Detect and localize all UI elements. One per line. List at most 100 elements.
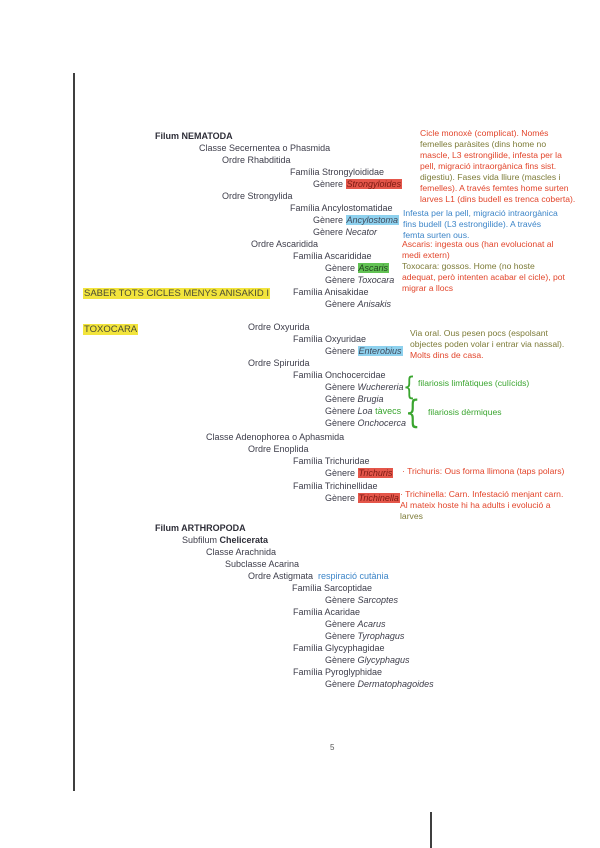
annotation-line: digestiu). Fases vida lliure (mascles i [420,172,561,182]
taxon-line: Filum NEMATODA [155,131,233,142]
annotation-line: Via oral. Ous pesen pocs (espolsant [410,328,548,338]
taxon-text: Filum NEMATODA [155,131,233,141]
taxon-line: Gènere Glycyphagus [325,655,410,666]
annotation-line: · Trichuris: Ous forma llimona (taps pol… [402,466,565,476]
taxon-text: Ordre Astigmata [248,571,319,581]
taxon-text: Família Ascarididae [293,251,372,261]
taxon-text: Brugia [357,394,384,404]
curly-brace-icon: { [403,372,416,402]
taxon-text: Classe Adenophorea o Aphasmida [206,432,345,442]
taxon-line: Família Pyroglyphidae [293,667,382,678]
annotation-line: larves L1 (dins budell es trenca coberta… [420,194,576,204]
taxon-line: Família Strongyloididae [290,167,384,178]
taxon-line: Subclasse Acarina [225,559,299,570]
annotation-line: fins budell (L3 estrongilide). A través [403,219,542,229]
highlight-note-line: TOXOCARA [83,324,270,336]
taxon-text: tàvecs [372,406,402,416]
annotation-block: Toxocara: gossos. Home (no hoste adequat,… [402,261,565,294]
taxon-line: Ordre Enoplida [248,444,309,455]
page-edge-line-left [73,73,75,791]
taxon-text: Família Oxyuridae [293,334,367,344]
taxon-text: Gènere [325,394,358,404]
taxon-text: Toxocara [357,275,395,285]
annotation-block: · Trichinella: Carn. Infestació menjant … [400,489,563,522]
taxon-text: Classe Arachnida [206,547,277,557]
page-edge-line-bottom [430,812,432,848]
taxon-text: Acarus [357,619,386,629]
taxon-line: Filum ARTHROPODA [155,523,246,534]
taxon-line: Classe Arachnida [206,547,276,558]
annotation-line: objectes poden volar i entrar via nassal… [410,339,565,349]
taxon-text: Loa [357,406,373,416]
taxon-text: Gènere [325,299,358,309]
taxon-line: Gènere Ascaris [325,263,390,274]
taxon-text: Dermatophagoides [357,679,434,689]
taxon-text: Sarcoptes [357,595,399,605]
annotation-block: Via oral. Ous pesen pocs (espolsant objec… [410,328,564,361]
annotation-line: femta surten ous. [403,230,470,240]
taxon-text: respiració cutània [318,571,389,581]
taxon-line: Gènere Acarus [325,619,386,630]
taxon-text: Glycyphagus [357,655,410,665]
annotation-line: pell, migració intraorgànica fins sist. [420,161,557,171]
taxon-text: Ordre Oxyurida [248,322,310,332]
annotation-line: medi extern) [402,250,450,260]
taxon-line: Gènere Wuchereria [325,382,404,393]
taxon-line: Família Sarcoptidae [292,583,372,594]
taxon-line: Gènere Onchocerca [325,418,406,429]
highlight-note-line: SABER TOTS CICLES MENYS ANISAKID I [83,288,270,300]
taxon-text: Família Pyroglyphidae [293,667,383,677]
taxon-text: Trichuris [357,468,394,478]
taxon-text: Gènere [325,493,358,503]
taxon-line: Família Ascarididae [293,251,372,262]
taxon-line: Família Ancylostomatidae [290,203,393,214]
taxon-text: Gènere [325,655,358,665]
taxon-line: Família Trichuridae [293,456,370,467]
taxon-line: Gènere Strongyloides [313,179,403,190]
annotation-line: migrar a llocs [402,283,454,293]
taxon-text: Necator [345,227,378,237]
taxon-line: Gènere Enterobius [325,346,403,357]
highlight-note: SABER TOTS CICLES MENYS ANISAKID I TOXOC… [83,264,270,360]
taxon-text: Subclasse Acarina [225,559,300,569]
taxon-text: Gènere [325,418,358,428]
annotation-line: femelles). A través femtes home surten [420,183,569,193]
taxon-line: Gènere Loa tàvecs [325,406,401,417]
taxon-line: Subfilum Chelicerata [182,535,268,546]
annotation-block: filariosis limfàtiques (culícids) [418,378,529,389]
taxon-line: Gènere Toxocara [325,275,394,286]
annotation-line: · Trichinella: Carn. Infestació menjant … [400,489,564,499]
taxon-line: Família Trichinellidae [293,481,378,492]
taxon-text: Família Onchocercidae [293,370,386,380]
taxon-line: Gènere Brugia [325,394,384,405]
taxon-text: Classe Secernentea o Phasmida [199,143,331,153]
taxon-text: Ascaris [357,263,390,273]
taxon-text: Gènere [313,179,346,189]
taxon-text: Gènere [313,215,346,225]
taxon-text: Família Glycyphagidae [293,643,385,653]
taxon-line: Ordre Ascaridida [251,239,318,250]
annotation-line: Al mateix hoste hi ha adults i evolució … [400,500,551,510]
highlight-note-text: SABER TOTS CICLES MENYS ANISAKID I [83,288,270,299]
annotation-block: · Trichuris: Ous forma llimona (taps pol… [402,466,564,477]
taxon-line: Família Acaridae [293,607,360,618]
highlight-note-text: TOXOCARA [83,324,139,335]
taxon-text: Gènere [325,468,358,478]
taxon-text: Tyrophagus [357,631,405,641]
taxon-line: Classe Secernentea o Phasmida [199,143,330,154]
taxon-line: Família Oxyuridae [293,334,366,345]
annotation-line: Ascaris: ingesta ous (han evolucionat al [402,239,554,249]
taxon-line: Gènere Dermatophagoides [325,679,434,690]
annotation-block: filariosis dèrmiques [428,407,502,418]
annotation-block: Infesta per la pell, migració intraorgàn… [403,208,558,241]
taxon-line: Família Onchocercidae [293,370,386,381]
taxon-text: Família Anisakidae [293,287,369,297]
annotation-line: adequat, però intenten acabar el cicle),… [402,272,565,282]
annotation-line: Molts dins de casa. [410,350,484,360]
taxon-line: Gènere Trichuris [325,468,394,479]
taxon-text: Gènere [325,382,358,392]
taxon-text: Família Sarcoptidae [292,583,373,593]
annotation-line: larves [400,511,423,521]
annotation-line: filariosis limfàtiques (culícids) [418,378,530,388]
